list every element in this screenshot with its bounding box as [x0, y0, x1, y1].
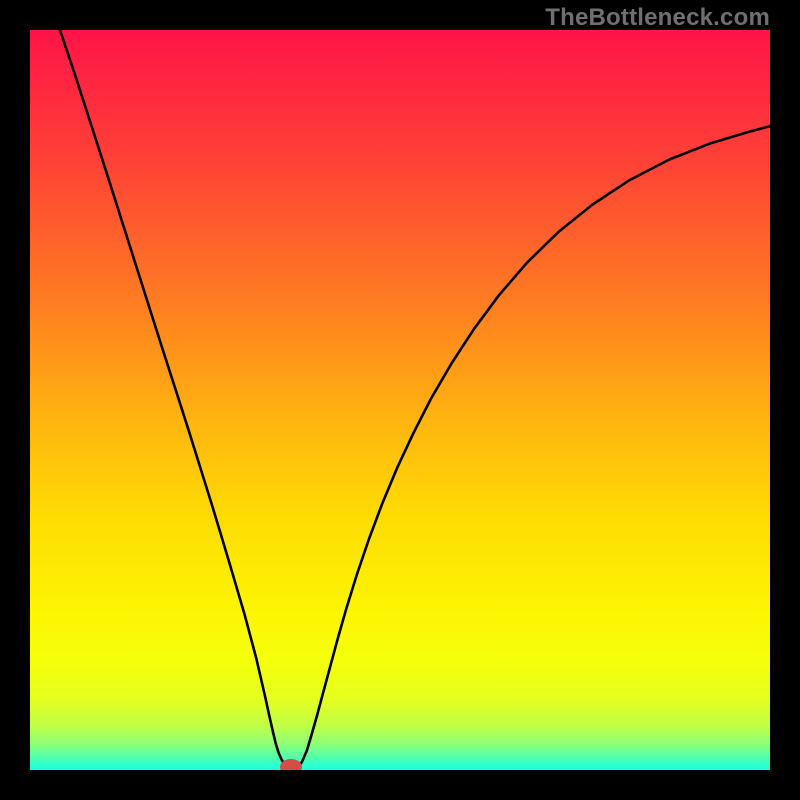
optimal-point-marker — [280, 759, 302, 770]
watermark-label: TheBottleneck.com — [545, 4, 770, 32]
bottleneck-curve — [30, 30, 770, 770]
plot-area — [30, 30, 770, 770]
